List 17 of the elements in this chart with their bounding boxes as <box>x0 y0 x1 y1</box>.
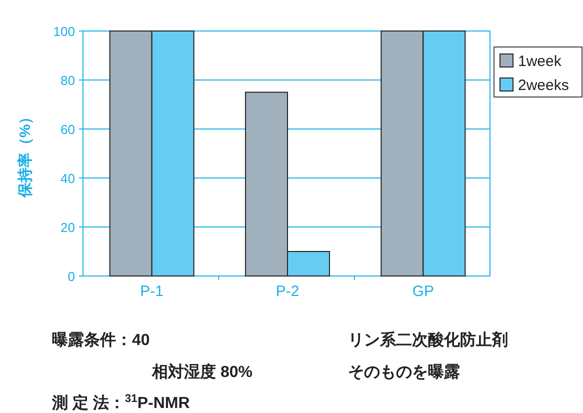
text: 測 定 法：$^{31}$P-NMR <box>51 393 190 412</box>
y-tick-label: 100 <box>53 24 75 39</box>
x-tick-label: P-1 <box>140 283 164 300</box>
y-tick-label: 0 <box>68 269 75 284</box>
y-axis-title: 保持率（%） <box>16 109 34 199</box>
y-tick-label: 40 <box>60 171 75 186</box>
text: そのものを曝露 <box>348 363 460 381</box>
legend-label: 1week <box>518 53 562 70</box>
x-tick-label: GP <box>412 283 434 300</box>
y-tick-label: 60 <box>60 122 75 137</box>
x-tick-label: P-2 <box>276 283 300 300</box>
text: 相対湿度 80% <box>151 362 252 381</box>
y-tick-label: 80 <box>60 73 75 88</box>
text: 曝露条件：40 <box>52 331 150 349</box>
text: リン系二次酸化防止剤 <box>348 331 508 349</box>
legend-label: 2weeks <box>518 77 569 94</box>
y-tick-label: 20 <box>60 220 75 235</box>
